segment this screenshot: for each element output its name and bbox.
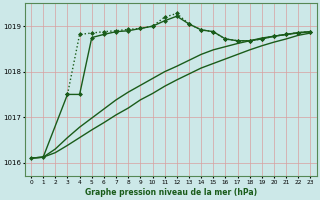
X-axis label: Graphe pression niveau de la mer (hPa): Graphe pression niveau de la mer (hPa) [85, 188, 257, 197]
